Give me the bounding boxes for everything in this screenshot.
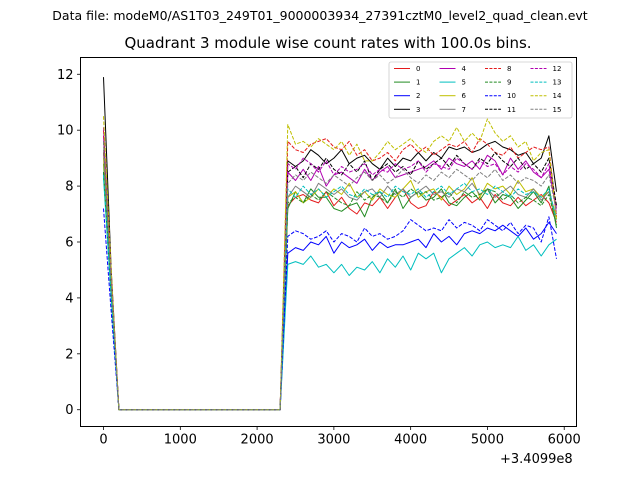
y-tick-label: 10: [57, 124, 74, 139]
series-line-15: [103, 141, 557, 411]
legend-label-9: 9: [507, 79, 511, 87]
legend-label-13: 13: [553, 79, 562, 87]
x-tick-label: 5000: [471, 433, 504, 448]
legend-label-7: 7: [462, 106, 466, 114]
series-line-11: [103, 141, 557, 411]
legend-label-8: 8: [507, 65, 511, 73]
x-tick-label: 1000: [164, 433, 197, 448]
series-line-13: [103, 174, 557, 411]
legend-label-3: 3: [416, 106, 420, 114]
chart-title: Quadrant 3 module wise count rates with …: [124, 34, 532, 52]
series-line-14: [103, 116, 557, 411]
x-tick-label: 6000: [548, 433, 581, 448]
series-layer: [103, 77, 557, 411]
series-line-12: [103, 127, 557, 411]
series-line-6: [103, 158, 557, 411]
legend-label-2: 2: [416, 92, 420, 100]
series-line-4: [103, 135, 557, 411]
legend-label-1: 1: [416, 79, 420, 87]
y-tick-label: 4: [65, 291, 73, 306]
series-line-5: [103, 177, 557, 411]
series-line-2: [103, 172, 557, 411]
series-line-8: [103, 130, 557, 411]
y-tick-label: 2: [65, 347, 73, 362]
y-tick-label: 6: [65, 236, 73, 251]
legend-label-0: 0: [416, 65, 420, 73]
legend-label-10: 10: [507, 92, 516, 100]
y-tick-label: 12: [57, 68, 74, 83]
legend-label-4: 4: [462, 65, 467, 73]
x-tick-label: 4000: [394, 433, 427, 448]
legend-frame: [388, 61, 573, 119]
x-axis: 0 1000 2000 3000 4000 5000 6000: [99, 426, 581, 448]
figure-suptitle: Data file: modeM0/AS1T03_249T01_90000039…: [52, 8, 588, 23]
series-line-9: [103, 172, 557, 411]
y-tick-label: 0: [65, 403, 73, 418]
legend-label-14: 14: [553, 92, 562, 100]
legend-label-12: 12: [553, 65, 562, 73]
legend-label-6: 6: [462, 92, 467, 100]
legend-label-11: 11: [507, 106, 516, 114]
series-line-7: [103, 149, 557, 411]
x-tick-label: 2000: [241, 433, 274, 448]
legend-label-15: 15: [553, 106, 562, 114]
legend-label-5: 5: [462, 79, 466, 87]
y-axis: 0 2 4 6 8 10 12: [57, 68, 81, 418]
x-axis-offset-text: +3.4099e8: [500, 452, 573, 467]
y-tick-label: 8: [65, 180, 73, 195]
x-tick-label: 3000: [317, 433, 350, 448]
series-line-0: [103, 152, 557, 411]
series-line-10: [103, 208, 557, 411]
x-tick-label: 0: [99, 433, 107, 448]
series-line-3: [103, 77, 557, 411]
series-line-1: [103, 163, 557, 411]
